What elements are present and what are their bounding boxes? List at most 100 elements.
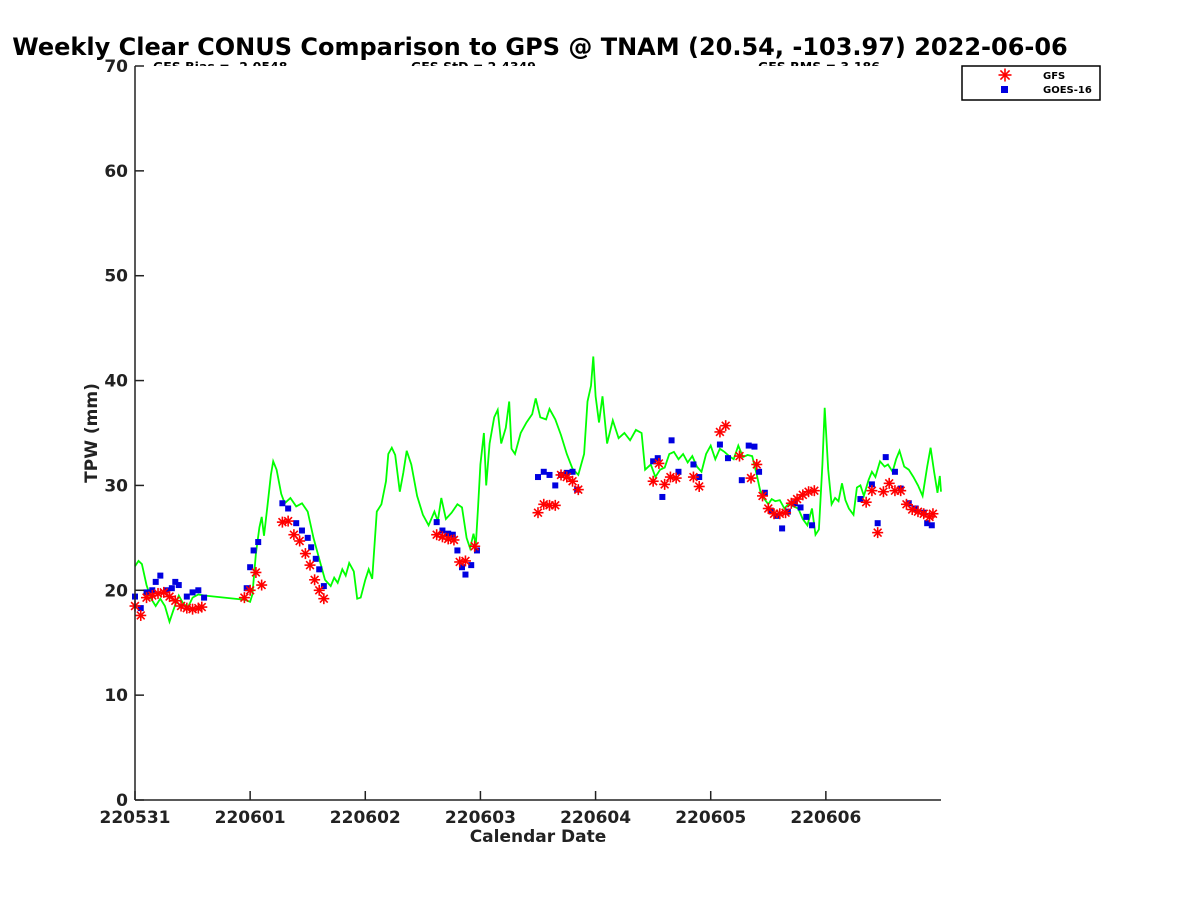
chart-title: Weekly Clear CONUS Comparison to GPS @ T… bbox=[12, 33, 1068, 61]
goes-16-point bbox=[459, 564, 466, 571]
x-tick-label: 220531 bbox=[100, 808, 171, 828]
gfs-point bbox=[532, 507, 544, 519]
goes-16-point bbox=[308, 544, 315, 551]
gfs-point bbox=[459, 555, 471, 567]
y-tick-label: 60 bbox=[104, 162, 128, 182]
gfs-point bbox=[256, 579, 268, 591]
gps-series-line bbox=[134, 356, 942, 625]
goes-16-point bbox=[316, 566, 323, 573]
gfs-point bbox=[238, 592, 250, 604]
goes-16-point bbox=[279, 500, 286, 507]
goes-16-point bbox=[243, 585, 250, 592]
goes-16-point bbox=[540, 468, 547, 475]
goes-16-point bbox=[195, 587, 202, 594]
goes-16-point bbox=[756, 468, 763, 475]
goes-16-point bbox=[552, 482, 559, 489]
goes-16-point bbox=[891, 468, 898, 475]
goes-16-point bbox=[157, 572, 164, 579]
goes-16-point bbox=[696, 474, 703, 481]
goes-16-point bbox=[784, 508, 791, 515]
gfs-point bbox=[877, 486, 889, 498]
gfs-point bbox=[442, 533, 454, 545]
gfs-point bbox=[135, 609, 147, 621]
gfs-point bbox=[469, 540, 481, 552]
goes-16-point bbox=[468, 562, 475, 569]
goes-16-point bbox=[905, 500, 912, 507]
goes-16-point bbox=[546, 471, 553, 478]
goes-16-point bbox=[168, 585, 175, 592]
goes-16-point bbox=[535, 474, 541, 481]
goes-16-point bbox=[928, 522, 935, 529]
goes-16-point bbox=[654, 455, 661, 462]
gfs-point bbox=[309, 574, 321, 586]
goes-16-point bbox=[857, 496, 864, 503]
goes-16-point bbox=[449, 531, 456, 538]
gfs-point bbox=[860, 496, 872, 508]
y-axis-label: TPW (mm) bbox=[82, 383, 102, 483]
gfs-point bbox=[181, 602, 193, 614]
gfs-point bbox=[572, 484, 584, 496]
gfs-point bbox=[294, 535, 306, 547]
gfs-point bbox=[318, 593, 330, 605]
series-layer bbox=[129, 356, 942, 625]
legend-goes-marker bbox=[1001, 86, 1008, 93]
goes-16-point bbox=[183, 593, 190, 600]
gfs-point bbox=[304, 559, 316, 571]
y-tick-label: 10 bbox=[104, 686, 128, 706]
goes-16-point bbox=[809, 522, 816, 529]
gfs-point bbox=[561, 471, 573, 483]
gfs-point bbox=[299, 548, 311, 560]
gfs-point bbox=[780, 507, 792, 519]
goes-16-point bbox=[569, 468, 576, 475]
goes-16-point bbox=[201, 594, 208, 601]
goes-16-point bbox=[924, 520, 931, 527]
goes-16-point bbox=[189, 589, 196, 596]
goes-16-point bbox=[745, 442, 752, 449]
goes-16-point bbox=[738, 477, 745, 484]
goes-16-point bbox=[152, 578, 159, 585]
goes-16-point bbox=[650, 458, 657, 465]
gfs-point bbox=[745, 472, 757, 484]
x-tick-label: 220601 bbox=[215, 808, 286, 828]
goes-16-point bbox=[690, 461, 697, 468]
gfs-point bbox=[653, 457, 665, 469]
gfs-point bbox=[549, 499, 561, 511]
goes-16-point bbox=[724, 455, 731, 462]
legend: GFS GOES-16 bbox=[961, 65, 1101, 101]
x-tick-label: 220606 bbox=[790, 808, 861, 828]
gfs-point bbox=[785, 497, 797, 509]
gfs-point bbox=[866, 485, 878, 497]
gfs-point bbox=[791, 493, 803, 505]
goes-16-point bbox=[454, 547, 461, 554]
axes: 0 10 20 30 40 50 60 70 220531 220601 220602 220603 2… bbox=[100, 57, 941, 828]
goes-16-point bbox=[868, 481, 875, 488]
gfs-point bbox=[720, 420, 732, 432]
goes-16-point bbox=[462, 571, 469, 578]
y-tick-label: 70 bbox=[104, 57, 128, 77]
y-tick-label: 30 bbox=[104, 476, 128, 496]
gfs-point bbox=[883, 477, 895, 489]
goes-16-point bbox=[137, 605, 144, 612]
goes-16-point bbox=[439, 527, 446, 534]
gfs-point bbox=[158, 586, 170, 598]
x-tick-label: 220603 bbox=[445, 808, 516, 828]
gfs-point bbox=[757, 490, 769, 502]
goes-16-point bbox=[285, 505, 292, 512]
legend-gfs-asterisk bbox=[998, 68, 1012, 82]
goes-16-point bbox=[716, 441, 723, 448]
goes-16-point bbox=[779, 525, 786, 532]
goes-16-point bbox=[797, 504, 804, 511]
goes-16-point bbox=[751, 443, 758, 450]
x-axis-label: Calendar Date bbox=[470, 827, 607, 847]
goes-16-point bbox=[668, 437, 675, 444]
legend-goes-label: GOES-16 bbox=[1043, 85, 1092, 96]
gfs-point bbox=[567, 475, 579, 487]
x-tick-label: 220605 bbox=[675, 808, 746, 828]
goes-16-point bbox=[433, 519, 440, 526]
legend-gfs-label: GFS bbox=[1043, 71, 1065, 82]
y-tick-label: 40 bbox=[104, 372, 128, 392]
gfs-point bbox=[250, 566, 262, 578]
gfs-point bbox=[895, 485, 907, 497]
goes-16-point bbox=[175, 582, 182, 589]
